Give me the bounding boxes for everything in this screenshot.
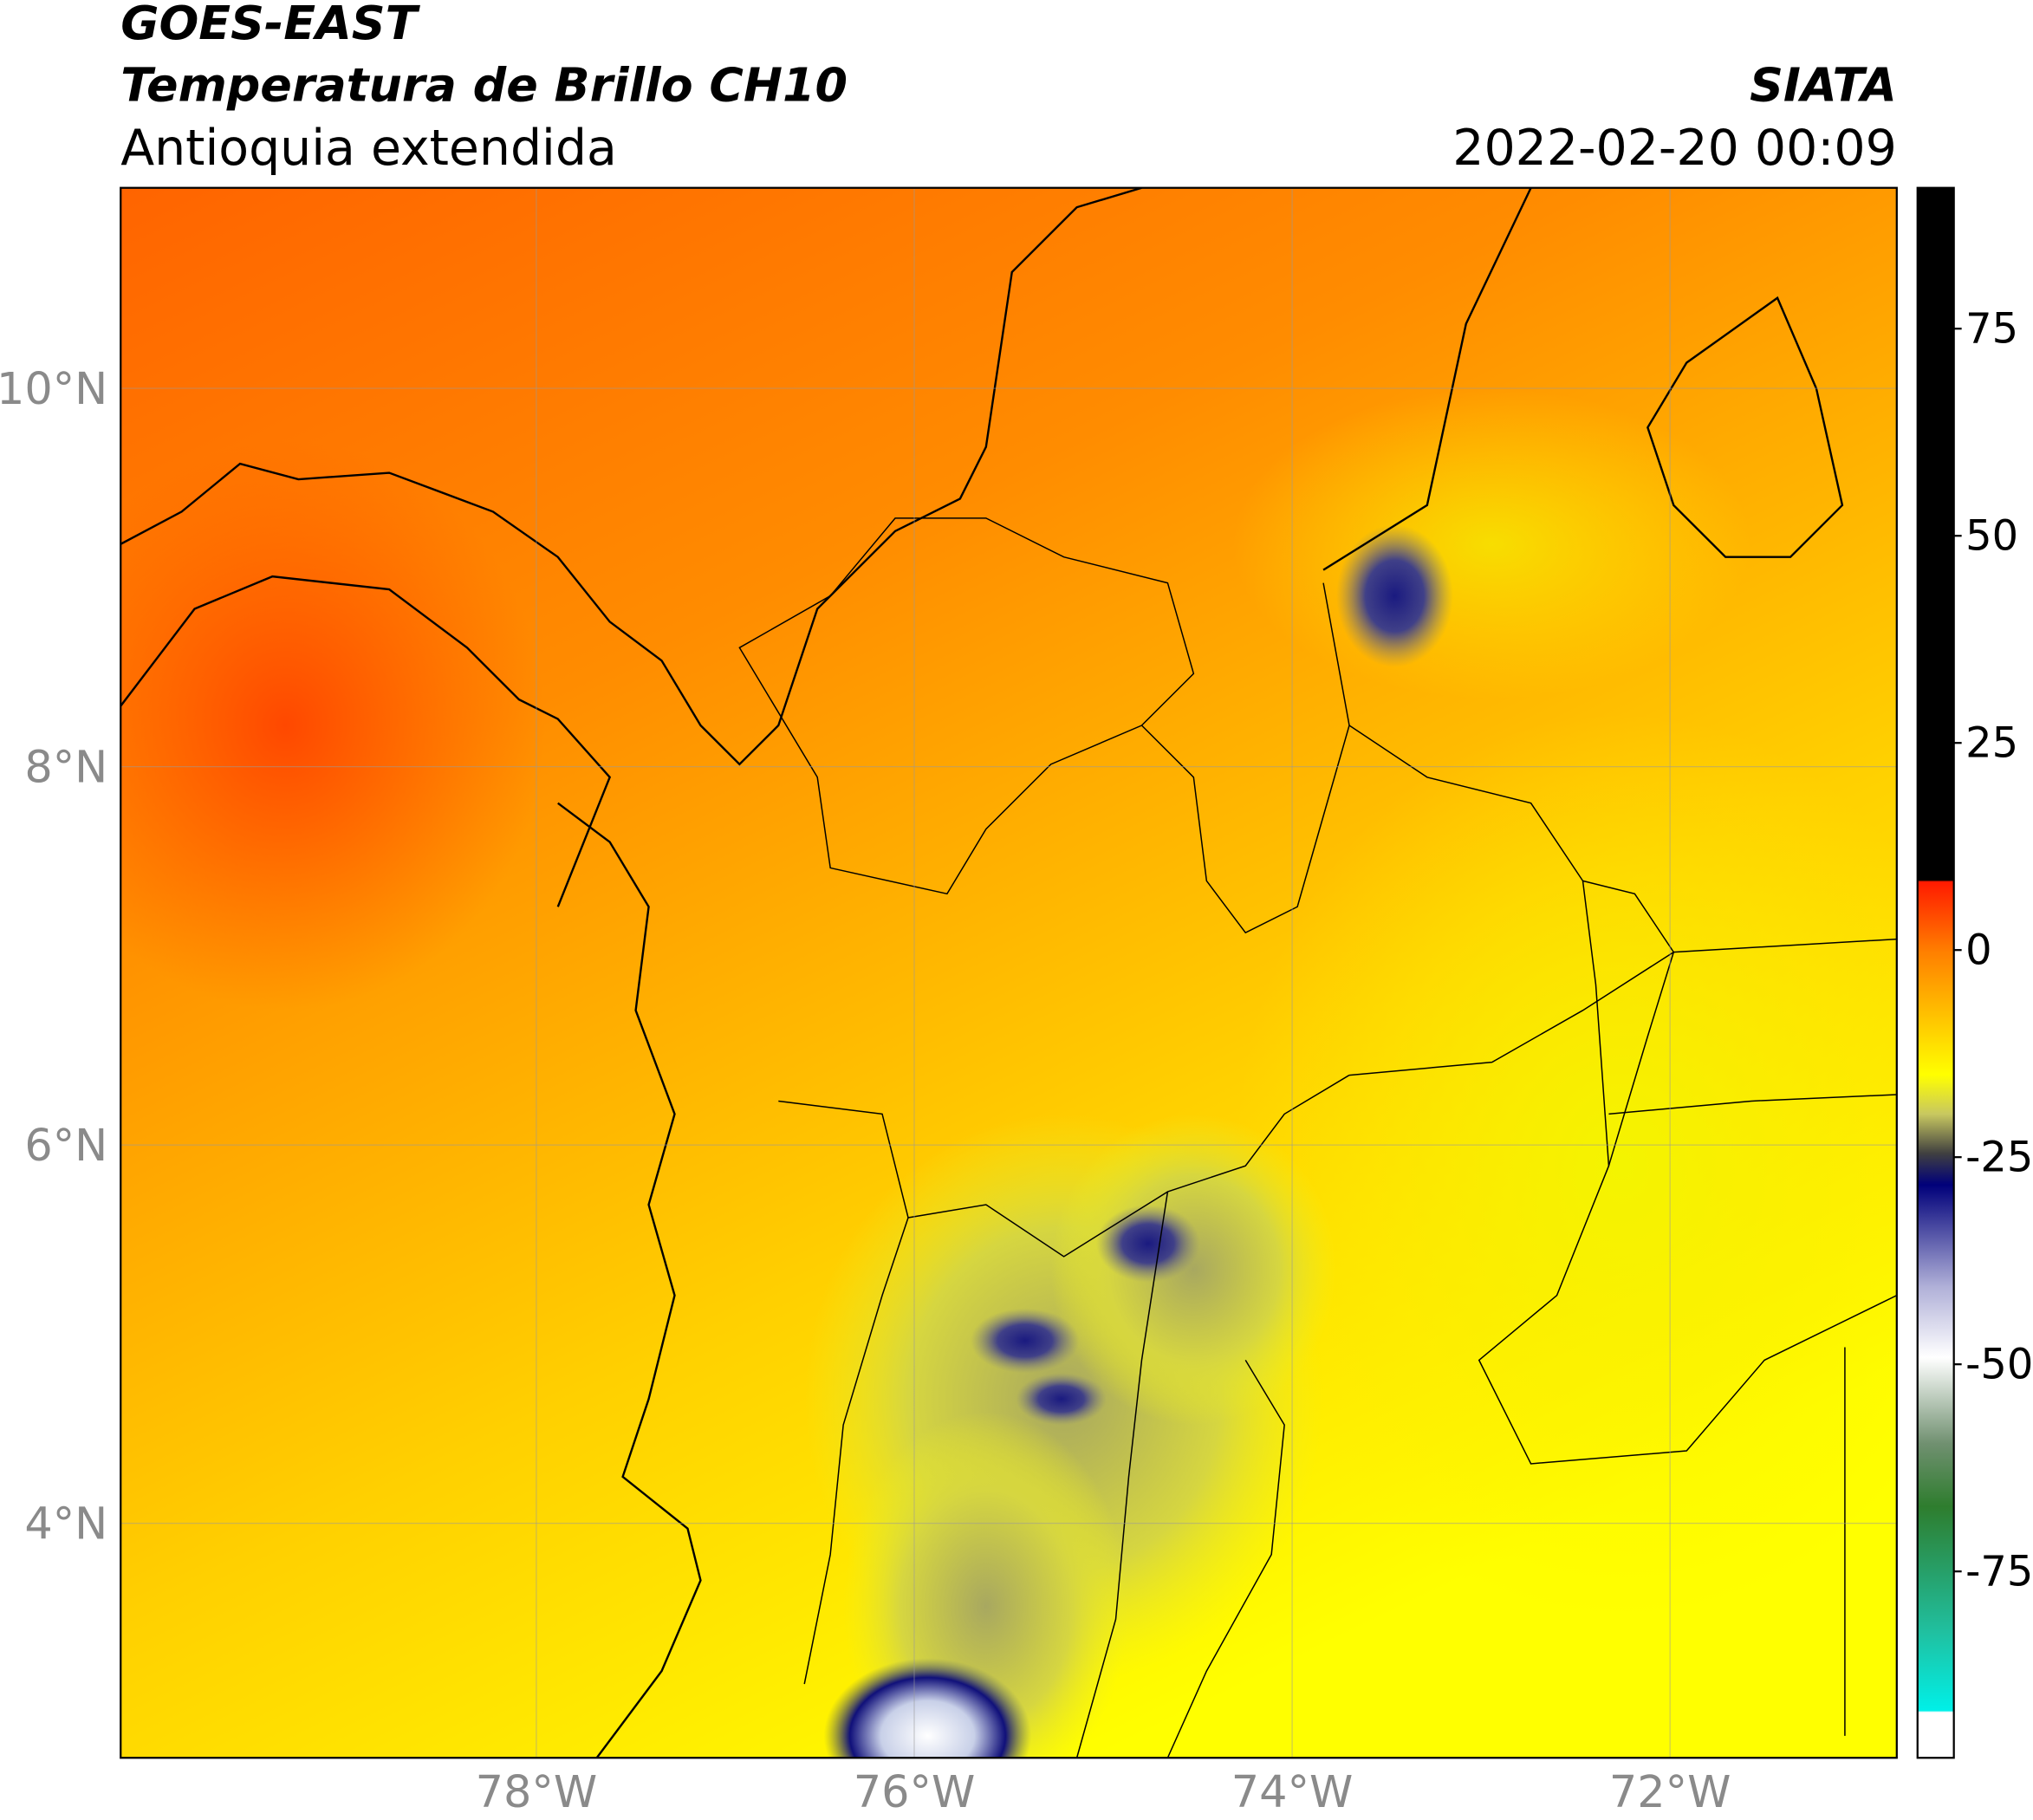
cloud-area xyxy=(1232,712,1897,1620)
x-tick-label: 72°W xyxy=(1609,1766,1731,1817)
x-tick-label: 74°W xyxy=(1231,1766,1354,1817)
title: Temperatura de Brillo CH10 xyxy=(120,58,848,113)
subtitle: Antioquia extendida xyxy=(120,120,617,177)
colorbar-tick-label: 75 xyxy=(1965,306,2018,354)
convective-cell xyxy=(1336,524,1453,667)
colorbar-tick-label: -75 xyxy=(1965,1549,2033,1596)
x-tick-label: 76°W xyxy=(854,1766,976,1817)
title: GOES-EAST xyxy=(120,0,420,50)
colorbar-tick-label: 25 xyxy=(1965,720,2018,768)
colorbar xyxy=(1916,186,1955,1759)
convective-cell xyxy=(1096,1205,1200,1283)
colorbar-tick-label: 0 xyxy=(1965,927,1991,975)
datetime: 2022-02-20 00:09 xyxy=(1452,120,1897,177)
source: SIATA xyxy=(1750,58,1897,113)
cloud-area xyxy=(1050,1114,1337,1426)
map-image xyxy=(120,187,1897,1758)
convective-cell xyxy=(823,1658,1032,1758)
convective-cell xyxy=(1016,1373,1107,1426)
warm-area xyxy=(120,440,545,1011)
grid xyxy=(120,187,1897,1758)
y-tick-label: 8°N xyxy=(24,742,107,793)
y-tick-label: 10°N xyxy=(0,363,107,414)
x-tick-label: 78°W xyxy=(476,1766,598,1817)
y-tick-label: 6°N xyxy=(24,1120,107,1171)
coastlines xyxy=(120,187,1844,1758)
cloud-area xyxy=(1232,388,1752,700)
convective-cell xyxy=(970,1308,1080,1374)
colorbar-tick-label: 50 xyxy=(1965,513,2018,561)
colorbar-tick-label: -25 xyxy=(1965,1134,2033,1182)
y-tick-label: 4°N xyxy=(24,1498,107,1550)
admin-borders xyxy=(738,517,1897,1758)
map-frame xyxy=(120,186,1898,1759)
colorbar-tick-label: -50 xyxy=(1965,1342,2033,1389)
